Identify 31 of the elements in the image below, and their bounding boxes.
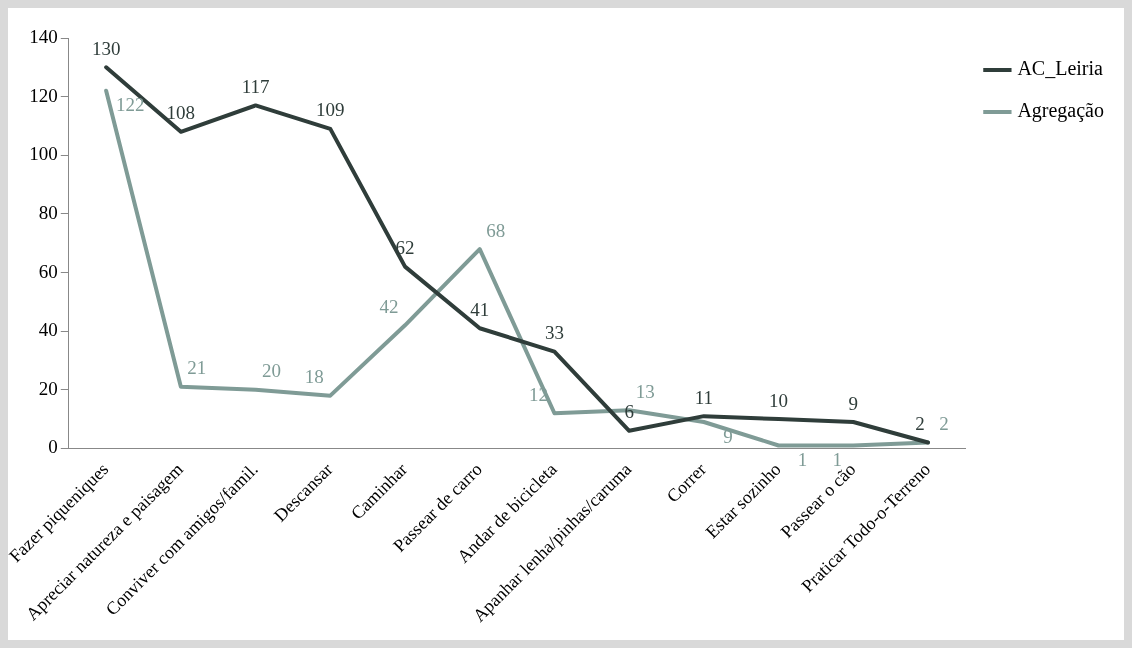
y-tick-label: 40 <box>38 319 58 341</box>
y-tick-label: 120 <box>29 84 58 106</box>
data-label: 1 <box>797 448 808 470</box>
data-label: 33 <box>544 322 564 344</box>
y-tick-label: 20 <box>38 377 58 399</box>
data-label: 21 <box>187 357 207 379</box>
data-label: 6 <box>624 401 634 423</box>
data-label: 11 <box>694 386 714 408</box>
y-tick-label: 80 <box>38 201 58 223</box>
data-label: 122 <box>115 94 145 116</box>
y-tick-label: 100 <box>29 143 58 165</box>
data-label: 10 <box>769 389 789 411</box>
data-label: 1 <box>832 448 843 470</box>
data-label: 18 <box>304 366 324 388</box>
legend-label: Agregação <box>1017 99 1105 123</box>
data-label: 20 <box>262 360 282 382</box>
data-label: 9 <box>848 392 859 414</box>
data-label: 2 <box>939 413 949 435</box>
data-label: 109 <box>316 99 345 121</box>
y-tick-label: 0 <box>48 436 58 458</box>
data-label: 130 <box>91 37 121 59</box>
data-label: 13 <box>635 380 655 402</box>
data-label: 41 <box>470 298 490 320</box>
data-label: 68 <box>486 219 506 241</box>
data-label: 117 <box>241 75 270 97</box>
y-tick-label: 60 <box>38 260 58 282</box>
y-tick-label: 140 <box>29 25 58 47</box>
data-label: 108 <box>166 102 196 124</box>
data-label: 42 <box>379 295 399 317</box>
data-label: 2 <box>915 413 925 435</box>
legend-label: AC_Leiria <box>1017 57 1104 80</box>
